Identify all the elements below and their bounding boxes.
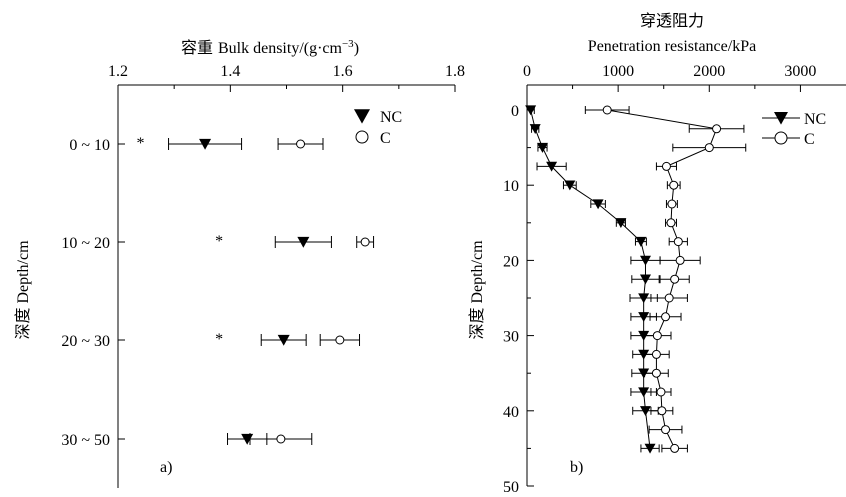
nc-point: [529, 124, 541, 135]
x-tick-label-a: 1.6: [333, 63, 353, 80]
legend-nc-label: NC: [804, 111, 826, 128]
legend-nc-marker: [774, 112, 788, 125]
nc-point: [277, 334, 290, 346]
bulk-density-panel: 容重 Bulk density/(g·cm−3) 深度 Depth/cm a) 1…: [14, 38, 465, 488]
y-tick-label-b: 0: [511, 103, 519, 120]
c-point: [651, 368, 661, 378]
c-point: [661, 425, 671, 435]
panel-label-a: a): [160, 459, 172, 476]
x-tick-label-b: 2000: [693, 63, 725, 80]
c-point: [602, 105, 612, 115]
bulk-density-axis-title: 容重 Bulk density/(g·cm−3): [181, 38, 359, 57]
c-point: [652, 331, 662, 341]
y-tick-label-b: 50: [503, 479, 519, 496]
c-point: [661, 161, 671, 171]
significance-star: *: [215, 331, 223, 348]
c-point: [661, 312, 671, 322]
c-point: [712, 124, 722, 134]
significance-star: *: [215, 233, 223, 250]
c-point: [656, 387, 666, 397]
x-tick-label-a: 1.2: [108, 63, 128, 80]
nc-point: [638, 387, 650, 398]
c-point: [335, 335, 345, 345]
nc-point: [638, 368, 650, 379]
legend-nc-label: NC: [380, 109, 402, 126]
significance-star: *: [136, 135, 144, 152]
c-point: [664, 293, 674, 303]
legend-c-marker: [774, 131, 788, 145]
category-label: 10 ~ 20: [61, 235, 110, 252]
c-point: [296, 139, 306, 149]
c-point: [669, 180, 679, 190]
nc-point: [638, 312, 650, 323]
legend-nc-marker: [354, 109, 370, 124]
y-tick-label-b: 40: [503, 404, 519, 421]
c-point: [673, 237, 683, 247]
x-tick-label-a: 1.8: [445, 63, 465, 80]
depth-axis-label-b: 深度 Depth/cm: [468, 240, 486, 340]
nc-point: [564, 180, 576, 191]
penetration-axis-title-en: Penetration resistance/kPa: [588, 38, 756, 55]
c-point: [360, 237, 370, 247]
x-tick-label-b: 3000: [784, 63, 816, 80]
nc-point: [644, 443, 656, 454]
panel-label-b: b): [570, 459, 583, 476]
c-point: [651, 349, 661, 359]
x-tick-label-b: 0: [523, 63, 531, 80]
c-point: [657, 406, 667, 416]
nc-point: [546, 161, 558, 172]
legend-c-marker: [355, 130, 369, 144]
c-point: [667, 199, 677, 209]
nc-point: [536, 142, 548, 153]
category-label: 0 ~ 10: [69, 137, 110, 154]
y-tick-label-b: 30: [503, 329, 519, 346]
c-point: [675, 255, 685, 265]
c-point: [276, 434, 286, 444]
depth-axis-label-a: 深度 Depth/cm: [14, 240, 32, 340]
nc-point: [635, 236, 647, 247]
c-point: [666, 218, 676, 228]
y-tick-label-b: 20: [503, 253, 519, 270]
nc-point: [592, 199, 604, 210]
category-label: 20 ~ 30: [61, 333, 110, 350]
penetration-resistance-panel: 穿透阻力 Penetration resistance/kPa 深度 Depth…: [468, 12, 846, 496]
legend-c-label: C: [804, 131, 815, 148]
c-point: [704, 143, 714, 153]
nc-point: [639, 274, 651, 285]
nc-point: [638, 293, 650, 304]
x-tick-label-b: 1000: [602, 63, 634, 80]
penetration-axis-title-cn: 穿透阻力: [640, 12, 704, 30]
legend-a: NC C: [354, 109, 402, 147]
legend-b: NC C: [762, 111, 826, 148]
nc-point: [297, 236, 310, 248]
c-point: [670, 443, 680, 453]
nc-point: [639, 255, 651, 266]
nc-point: [525, 105, 537, 116]
nc-point: [615, 218, 627, 229]
nc-point: [639, 406, 651, 417]
nc-point: [199, 138, 212, 150]
x-tick-label-a: 1.4: [220, 63, 240, 80]
category-label: 30 ~ 50: [61, 432, 110, 449]
legend-c-label: C: [380, 130, 391, 147]
y-tick-label-b: 10: [503, 178, 519, 195]
c-point: [670, 274, 680, 284]
